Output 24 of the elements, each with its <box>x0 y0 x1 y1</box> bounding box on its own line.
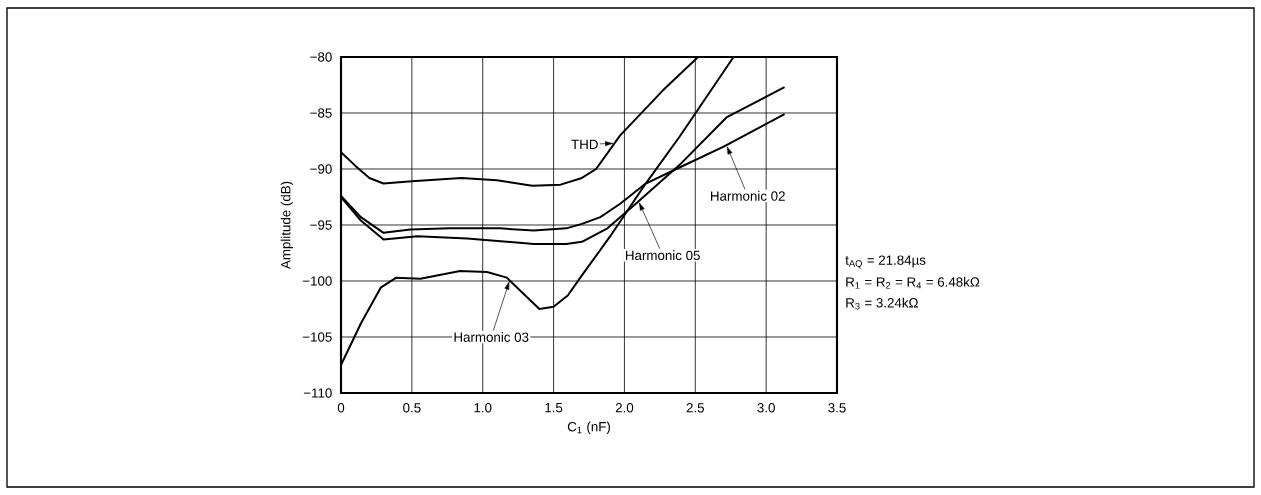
text: t$_{AQ}$ = 21.84µs <box>845 255 926 269</box>
x-tick-label: 2.5 <box>686 403 704 413</box>
legend-label: THD <box>571 139 598 149</box>
text: Harmonic 02 <box>711 190 785 201</box>
y-tick-label: −105 <box>302 332 332 342</box>
x-tick-label: 1.0 <box>474 403 492 413</box>
y-tick-label: −100 <box>302 276 332 286</box>
text: R$_{1}$ = R$_{2}$ = R$_{4}$ = 6.48kΩ <box>846 276 980 289</box>
x-tick-label: 3.5 <box>828 403 846 413</box>
series-label: Harmonic 03 <box>454 332 529 342</box>
x-tick-label: 0.5 <box>403 403 421 413</box>
text: Harmonic 05 <box>625 250 700 261</box>
y-tick-label: −85 <box>310 108 332 118</box>
x-tick-label: 1.5 <box>545 403 563 413</box>
y-tick-label: −95 <box>310 220 332 230</box>
x-tick-label: 0 <box>337 403 345 413</box>
y-tick-label: −90 <box>310 164 332 174</box>
y-axis-title: Amplitude (dB) <box>280 181 294 270</box>
y-tick-label: −110 <box>303 388 332 398</box>
text: R$_{3}$ = 3.24kΩ <box>846 297 918 310</box>
x-tick-label: 2.0 <box>615 403 634 413</box>
y-tick-label: −80 <box>310 52 332 62</box>
x-axis-title: C$_{1}$ (nF) <box>567 421 610 435</box>
x-tick-label: 3.0 <box>757 403 775 413</box>
